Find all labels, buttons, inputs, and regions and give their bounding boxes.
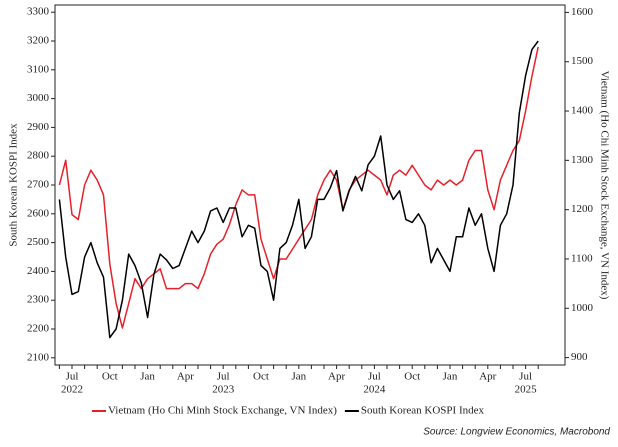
y-tick-label: 2800 [27,150,50,162]
plot-frame [54,4,566,366]
x-tick-label: Jul [217,371,230,383]
x-tick-label: Oct [253,371,269,383]
series-line [58,46,539,329]
x-year-label: 2025 [515,384,538,396]
y-tick-label: 3300 [27,6,50,18]
x-tick-label: Jul [66,371,79,383]
legend-label: Vietnam (Ho Chi Minh Stock Exchange, VN … [108,405,337,417]
source: Source: Longview Economics, Macrobond [423,427,610,438]
legend-label: South Korean KOSPI Index [361,405,485,417]
y2-tick-label: 1200 [571,203,594,215]
y-tick-label: 2300 [27,294,50,306]
y-tick-label: 2200 [27,323,50,335]
y2-tick-label: 1000 [571,302,594,314]
x-year-label: 2024 [363,384,386,396]
x-tick-label: Jul [368,371,381,383]
y-tick-label: 3000 [27,92,50,104]
y2-tick-label: 1400 [571,105,594,117]
y2-tick-label: 1300 [571,154,594,166]
y2-tick-label: 900 [571,351,588,363]
x-tick-label: Jan [291,371,306,383]
y-tick-label: 2500 [27,236,50,248]
x-tick-label: Apr [479,371,496,383]
y2-tick-label: 1100 [571,253,593,265]
series-line [58,40,539,339]
x-tick-label: Jul [519,371,532,383]
x-year-label: 2022 [61,384,83,396]
y-tick-label: 2600 [27,207,50,219]
y-tick-label: 2100 [27,351,50,363]
x-year-label: 2023 [212,384,235,396]
y-tick-label: 3100 [27,63,50,75]
y2-tick-label: 1600 [571,6,594,18]
x-tick-label: Jan [443,371,458,383]
y2-tick-label: 1500 [571,55,594,67]
y-tick-label: 3200 [27,35,50,47]
y-tick-label: 2400 [27,265,50,277]
x-tick-label: Jan [140,371,155,383]
x-tick-label: Oct [102,371,118,383]
y-tick-label: 2900 [27,121,50,133]
y-axis-label: South Korean KOSPI Index [8,123,20,247]
y-tick-label: 2700 [27,179,50,191]
x-tick-label: Oct [404,371,420,383]
y2-axis-label: Vietnam (Ho Chi Minh Stock Exchange, VN … [598,71,610,300]
x-tick-label: Apr [177,371,194,383]
x-tick-label: Apr [328,371,345,383]
